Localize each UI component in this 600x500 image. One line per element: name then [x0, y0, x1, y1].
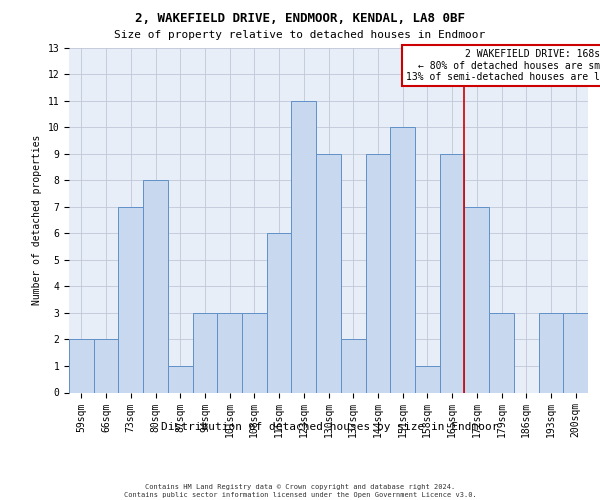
Bar [292, 100, 316, 393]
Bar [415, 366, 440, 392]
Y-axis label: Number of detached properties: Number of detached properties [32, 135, 42, 305]
Bar [193, 313, 217, 392]
Bar [390, 127, 415, 392]
Bar [69, 340, 94, 392]
Bar [94, 340, 118, 392]
Bar [563, 313, 588, 392]
Bar [217, 313, 242, 392]
Bar [489, 313, 514, 392]
Bar [118, 206, 143, 392]
Bar [464, 206, 489, 392]
Bar [365, 154, 390, 392]
Bar [539, 313, 563, 392]
Text: Distribution of detached houses by size in Endmoor: Distribution of detached houses by size … [161, 422, 499, 432]
Text: 2, WAKEFIELD DRIVE, ENDMOOR, KENDAL, LA8 0BF: 2, WAKEFIELD DRIVE, ENDMOOR, KENDAL, LA8… [135, 12, 465, 26]
Bar [168, 366, 193, 392]
Text: Contains HM Land Registry data © Crown copyright and database right 2024.
Contai: Contains HM Land Registry data © Crown c… [124, 484, 476, 498]
Bar [267, 234, 292, 392]
Text: Size of property relative to detached houses in Endmoor: Size of property relative to detached ho… [115, 30, 485, 40]
Bar [440, 154, 464, 392]
Bar [143, 180, 168, 392]
Text: 2 WAKEFIELD DRIVE: 168sqm
← 80% of detached houses are smaller (78)
13% of semi-: 2 WAKEFIELD DRIVE: 168sqm ← 80% of detac… [406, 49, 600, 82]
Bar [341, 340, 365, 392]
Bar [242, 313, 267, 392]
Bar [316, 154, 341, 392]
